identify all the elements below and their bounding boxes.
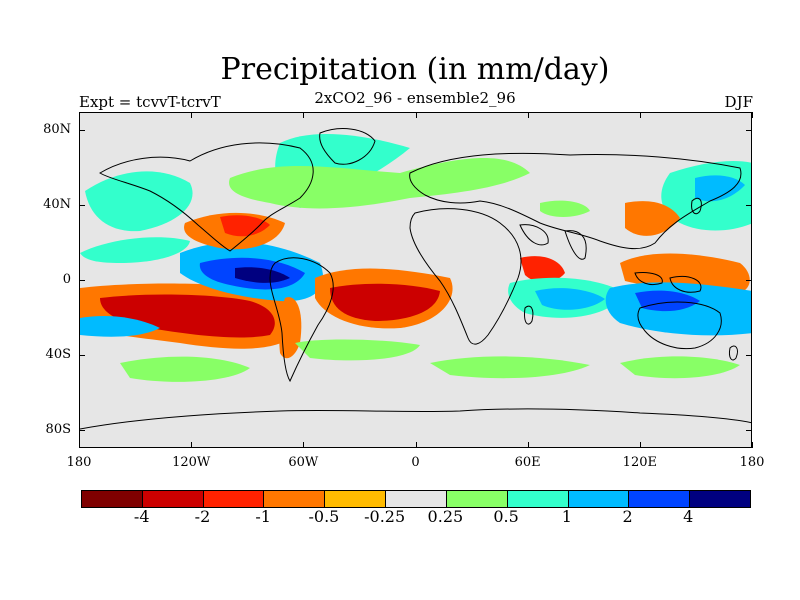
anomaly-region [235,267,290,283]
longitude-tick [79,442,80,448]
latitude-tick [79,280,85,281]
longitude-tick [191,112,193,118]
anomaly-region [295,339,420,361]
latitude-tick [746,429,752,431]
colorbar-label: -0.25 [364,507,406,526]
colorbar-label: 0.5 [493,507,519,526]
coastline [519,224,549,246]
longitude-tick [191,442,193,448]
coastline [99,142,314,252]
colorbar-segment [446,491,508,507]
season-label: DJF [724,93,753,111]
map-subtitle: 2xCO2_96 - ensemble2_96 [314,89,516,107]
coastline [319,128,376,165]
anomaly-region [229,158,530,209]
colorbar-label: -0.5 [308,507,340,526]
longitude-label: 60W [288,455,319,470]
colorbar [81,490,751,508]
longitude-tick [752,112,753,118]
anomaly-region [635,290,700,312]
map-title: Precipitation (in mm/day) [220,52,610,87]
colorbar-segment [264,491,326,507]
longitude-tick [752,442,753,448]
colorbar-label: -2 [194,507,211,526]
anomaly-region [330,283,440,321]
colorbar-segment [629,491,691,507]
colorbar-label: -4 [133,507,150,526]
coastline [637,301,722,350]
latitude-tick [746,130,752,132]
coastline [409,152,742,250]
colorbar-segment [690,491,750,507]
latitude-tick [79,354,85,356]
latitude-tick [79,130,85,132]
colorbar-segment [82,491,143,507]
coastline [524,305,534,325]
anomaly-region [85,171,193,232]
colorbar-label: 1 [561,507,572,526]
longitude-tick [303,442,305,448]
longitude-tick [303,112,305,118]
longitude-tick [639,442,641,448]
latitude-tick [746,354,752,356]
anomaly-region [430,356,590,379]
longitude-tick [415,112,417,118]
colorbar-segment [507,491,569,507]
coastline [729,345,738,361]
anomaly-region [520,256,565,283]
anomaly-region [695,175,745,202]
latitude-label: 80S [45,421,71,437]
coastline [634,272,663,286]
coastline [564,230,587,260]
coastline [669,276,702,293]
coastline [80,408,751,430]
longitude-label: 120W [172,455,211,470]
experiment-label: Expt = tcvvT-tcrvT [79,93,221,111]
coastlines [80,128,751,430]
latitude-label: 40N [43,197,71,213]
longitude-label: 180 [739,455,765,470]
coastline [691,197,702,215]
longitude-tick [527,442,529,448]
latitude-label: 40S [45,346,71,362]
anomaly-region [220,215,270,237]
latitude-tick [746,205,752,207]
latitude-label: 80N [43,122,71,138]
colorbar-segment [203,491,265,507]
longitude-label: 180 [66,455,92,470]
colorbar-label: 4 [683,507,694,526]
anomaly-region [540,200,590,217]
map-canvas [80,113,751,447]
latitude-tick [79,429,85,431]
longitude-label: 60E [514,455,541,470]
coastline [269,257,334,383]
colorbar-label: 2 [622,507,633,526]
longitude-tick [639,112,641,118]
anomaly-region [625,201,680,236]
longitude-label: 120E [622,455,657,470]
anomaly-region [120,356,250,382]
anomaly-region [535,288,605,310]
precipitation-map [79,112,752,448]
latitude-tick [79,205,85,207]
longitude-tick [79,112,80,118]
colorbar-segment [568,491,630,507]
coastline [409,208,522,345]
colorbar-segment [325,491,387,507]
longitude-label: 0 [411,455,420,470]
longitude-tick [415,442,417,448]
longitude-tick [527,112,529,118]
colorbar-label: -1 [255,507,271,526]
latitude-label: 0 [62,272,71,287]
colorbar-segment [142,491,204,507]
anomaly-region [80,316,160,337]
latitude-tick [746,280,752,281]
colorbar-segment [386,491,447,507]
anomaly-region [620,356,740,379]
anomaly-region [80,237,190,263]
colorbar-label: 0.25 [427,507,464,526]
